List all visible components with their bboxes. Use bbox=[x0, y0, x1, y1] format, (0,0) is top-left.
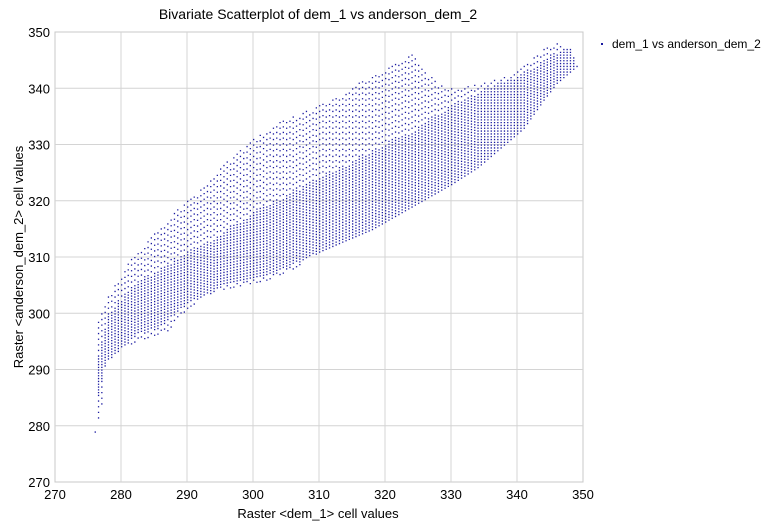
scatter-points bbox=[94, 43, 578, 433]
legend-marker bbox=[601, 43, 603, 45]
x-tick-label: 330 bbox=[440, 487, 462, 502]
y-tick-label: 290 bbox=[28, 363, 50, 378]
grid-lines bbox=[55, 32, 583, 482]
y-tick-label: 350 bbox=[28, 25, 50, 40]
legend-entry: dem_1 vs anderson_dem_2 bbox=[612, 37, 761, 51]
y-axis-ticks: 270 280 290 300 310 320 330 340 350 bbox=[28, 25, 50, 490]
x-tick-label: 280 bbox=[110, 487, 132, 502]
x-tick-label: 300 bbox=[242, 487, 264, 502]
x-axis-ticks: 270 280 290 300 310 320 330 340 350 bbox=[44, 487, 594, 502]
x-tick-label: 270 bbox=[44, 487, 66, 502]
y-tick-label: 340 bbox=[28, 81, 50, 96]
y-tick-label: 300 bbox=[28, 306, 50, 321]
data-points bbox=[94, 43, 578, 433]
x-tick-label: 350 bbox=[572, 487, 594, 502]
y-tick-label: 280 bbox=[28, 419, 50, 434]
y-axis-label: Raster <anderson_dem_2> cell values bbox=[11, 145, 26, 368]
y-tick-label: 270 bbox=[28, 475, 50, 490]
x-tick-label: 340 bbox=[506, 487, 528, 502]
y-tick-label: 310 bbox=[28, 250, 50, 265]
x-tick-label: 320 bbox=[374, 487, 396, 502]
x-tick-label: 290 bbox=[176, 487, 198, 502]
y-tick-label: 330 bbox=[28, 138, 50, 153]
y-tick-label: 320 bbox=[28, 194, 50, 209]
x-axis-label: Raster <dem_1> cell values bbox=[237, 506, 399, 521]
chart-title: Bivariate Scatterplot of dem_1 vs anders… bbox=[159, 6, 478, 22]
x-tick-label: 310 bbox=[308, 487, 330, 502]
legend: dem_1 vs anderson_dem_2 bbox=[601, 37, 761, 51]
